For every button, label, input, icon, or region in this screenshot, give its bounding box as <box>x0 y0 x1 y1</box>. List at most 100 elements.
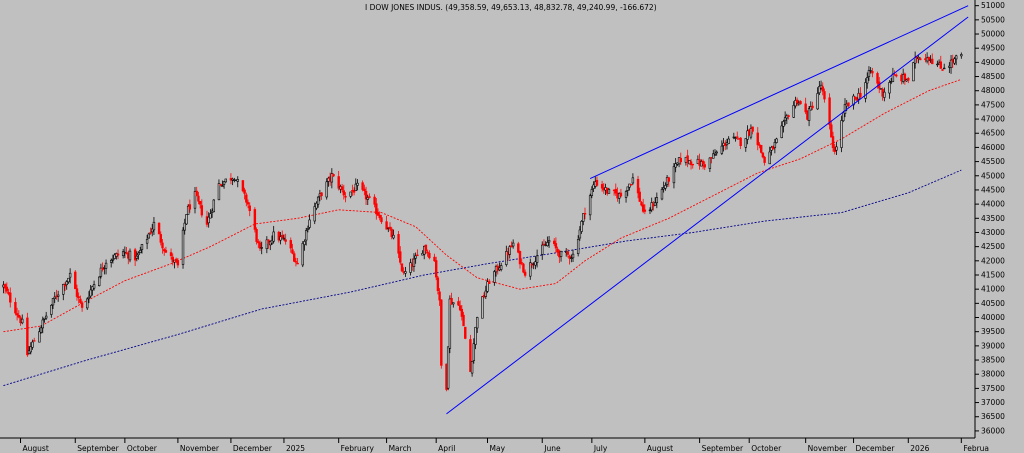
candle-body <box>818 86 821 94</box>
candle-body <box>517 243 520 253</box>
candle-body <box>169 252 173 257</box>
candle-body <box>653 202 657 206</box>
chart-title: I DOW JONES INDUS. (49,358.59, 49,653.13… <box>365 3 657 12</box>
candle-body <box>799 101 802 105</box>
candle-body <box>77 296 80 299</box>
candle-body <box>63 284 67 287</box>
candle-body <box>736 136 739 138</box>
x-month-label: Februa <box>963 444 989 453</box>
candle-body <box>375 203 378 215</box>
y-tick-label: 41500 <box>981 270 1005 279</box>
candle-body <box>535 255 539 263</box>
candle-body <box>332 174 335 177</box>
x-month-label: April <box>438 444 455 453</box>
candle-body <box>243 189 246 194</box>
x-month-label: November <box>808 444 848 453</box>
candle-body <box>476 317 479 329</box>
candle-body <box>304 230 308 241</box>
candle-body <box>21 318 24 324</box>
candle-body <box>188 204 192 210</box>
candle-body <box>855 98 859 101</box>
candle-body <box>871 71 874 74</box>
candle-body <box>607 189 611 194</box>
candle-body <box>679 157 682 163</box>
y-tick-label: 49500 <box>981 44 1005 53</box>
candle-body <box>62 283 65 295</box>
candle-body <box>140 243 144 250</box>
candle-body <box>26 317 29 356</box>
candle-body <box>181 229 185 265</box>
candle-body <box>559 250 563 257</box>
candle-body <box>376 212 380 216</box>
y-tick-label: 39000 <box>981 341 1005 350</box>
y-tick-label: 43500 <box>981 214 1005 223</box>
candle-body <box>74 271 77 290</box>
candle-body <box>744 138 747 148</box>
y-tick-label: 42000 <box>981 256 1005 265</box>
candle-body <box>75 288 79 297</box>
candle-body <box>570 257 573 259</box>
candle-body <box>157 222 161 235</box>
candle-body <box>315 202 318 209</box>
candle-body <box>50 305 53 315</box>
candle-body <box>809 106 812 111</box>
candle-body <box>457 301 460 306</box>
candle-body <box>703 164 706 168</box>
x-month-label: February <box>341 444 375 453</box>
candle-body <box>281 234 284 238</box>
candle-body <box>349 191 352 197</box>
candle-body <box>674 163 677 168</box>
candle-body <box>648 209 652 212</box>
y-tick-label: 46000 <box>981 143 1005 152</box>
candle-body <box>869 70 872 72</box>
candle-body <box>686 155 689 163</box>
candle-body <box>53 296 56 299</box>
candle-body <box>919 58 922 61</box>
y-tick-label: 45500 <box>981 157 1005 166</box>
candle-body <box>128 250 132 261</box>
candle-body <box>416 254 419 257</box>
candle-body <box>727 138 730 144</box>
candle-body <box>344 196 347 198</box>
y-tick-label: 40000 <box>981 313 1005 322</box>
candle-body <box>121 251 125 257</box>
candle-body <box>101 267 104 270</box>
candle-body <box>821 86 824 92</box>
candle-body <box>404 271 407 274</box>
candle-body <box>356 182 359 186</box>
candle-body <box>828 97 831 126</box>
candle-body <box>590 189 594 196</box>
candle-body <box>293 253 296 262</box>
candle-body <box>104 262 108 269</box>
candle-body <box>340 186 344 191</box>
x-month-label: September <box>77 444 119 453</box>
candle-body <box>823 91 826 100</box>
candle-body <box>691 163 694 166</box>
candle-body <box>689 161 693 166</box>
candle-body <box>151 228 154 233</box>
candle-body <box>667 177 671 182</box>
candle-body <box>660 189 664 200</box>
y-tick-label: 50000 <box>981 30 1005 39</box>
candle-body <box>631 177 635 184</box>
candle-body <box>145 239 149 244</box>
candle-body <box>474 327 477 345</box>
candle-body <box>939 61 942 69</box>
candle-body <box>98 276 101 287</box>
candle-body <box>5 286 9 292</box>
candle-body <box>505 251 508 265</box>
candle-body <box>272 231 275 242</box>
candle-body <box>949 59 953 69</box>
candle-body <box>830 124 833 138</box>
candle-body <box>253 209 257 230</box>
candle-body <box>486 281 489 292</box>
y-tick-label: 45000 <box>981 171 1005 180</box>
candle-body <box>111 258 115 261</box>
candle-body <box>876 73 879 84</box>
candle-body <box>92 284 96 289</box>
candle-body <box>89 289 92 297</box>
candle-body <box>152 221 156 231</box>
candle-body <box>308 219 311 228</box>
candle-body <box>224 178 227 183</box>
candle-body <box>171 256 174 263</box>
